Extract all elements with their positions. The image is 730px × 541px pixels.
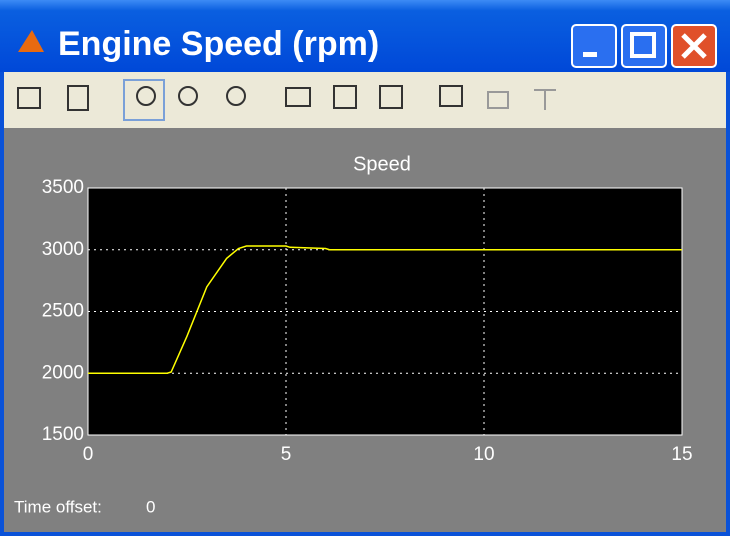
plot-title: Speed xyxy=(353,153,411,175)
autoscale-icon[interactable] xyxy=(285,87,311,107)
x-tick-label: 10 xyxy=(473,444,494,465)
x-tick-label: 5 xyxy=(281,444,292,465)
y-tick-label: 3500 xyxy=(42,177,84,198)
save-axes-icon[interactable] xyxy=(333,85,357,109)
floating-scope-icon[interactable] xyxy=(439,85,463,107)
plot-area xyxy=(87,187,683,436)
speed-line xyxy=(88,245,682,374)
signal-select-icon[interactable] xyxy=(534,89,556,110)
status-value: 0 xyxy=(146,497,155,516)
restore-axes-icon[interactable] xyxy=(379,85,403,109)
y-tick-label: 2000 xyxy=(42,362,84,383)
x-tick-label: 0 xyxy=(83,444,94,465)
params-icon[interactable] xyxy=(67,85,89,111)
x-tick-label: 15 xyxy=(671,444,692,465)
toolbar xyxy=(4,72,726,128)
print-icon[interactable] xyxy=(17,87,41,109)
y-tick-label: 1500 xyxy=(42,424,84,445)
y-tick-label: 3000 xyxy=(42,239,84,260)
lock-icon[interactable] xyxy=(487,91,509,109)
window-title: Engine Speed (rpm) xyxy=(58,25,379,63)
zoom-y-icon[interactable] xyxy=(226,86,246,106)
minimize-button[interactable] xyxy=(571,24,617,68)
close-button[interactable] xyxy=(671,24,717,68)
app-icon xyxy=(18,30,44,52)
zoom-icon[interactable] xyxy=(136,86,156,106)
zoom-active[interactable] xyxy=(123,79,165,121)
maximize-button[interactable] xyxy=(621,24,667,68)
toolbar-icons xyxy=(17,79,556,121)
zoom-x-icon[interactable] xyxy=(178,86,198,106)
y-tick-label: 2500 xyxy=(42,301,84,322)
status-label: Time offset: xyxy=(14,497,102,516)
